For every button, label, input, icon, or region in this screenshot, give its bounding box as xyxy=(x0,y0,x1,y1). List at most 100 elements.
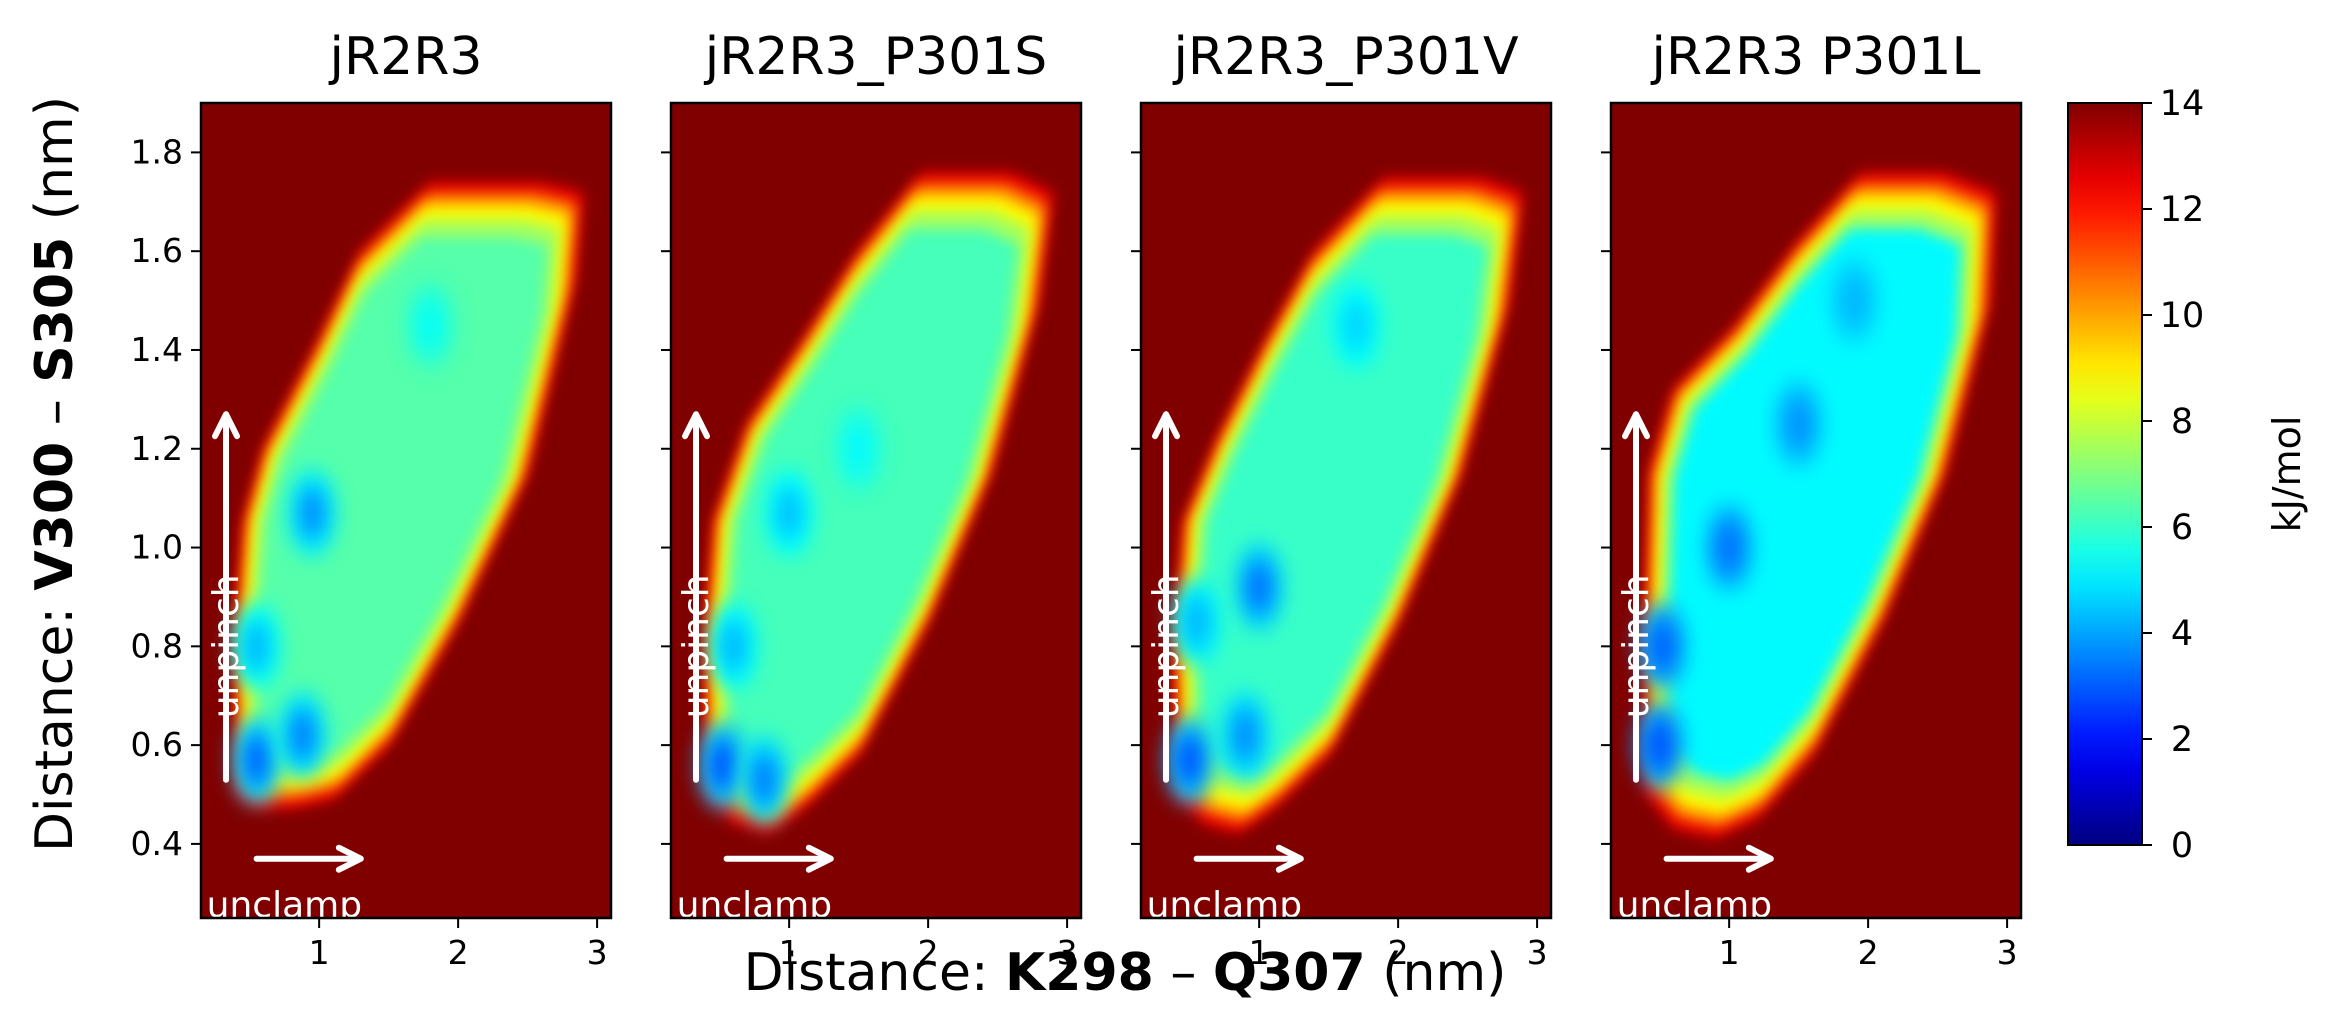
energy-minimum-5 xyxy=(1842,274,1867,327)
energy-minimum-1 xyxy=(710,738,735,791)
panel-title: jR2R3_P301S xyxy=(704,27,1048,87)
unclamp-arrow-head xyxy=(1275,844,1304,873)
y-tick-label: 1.2 xyxy=(131,429,183,468)
y-axis-label: Distance: V300 – S305 (nm) xyxy=(25,96,85,852)
y-tick-label: 0.6 xyxy=(131,725,183,764)
annotation-arrows: unclamp unpinch xyxy=(1616,411,1774,926)
unpinch-arrow-head xyxy=(212,411,241,440)
y-axis-label-residue-1: V300 xyxy=(25,442,85,591)
panel-title: jR2R3 P301L xyxy=(1651,27,1981,87)
energy-minimum-4 xyxy=(1786,398,1811,451)
energy-minimum-3 xyxy=(1247,561,1272,614)
unclamp-arrow-head xyxy=(335,844,364,873)
panel-3: unclamp unpinch 1 2 3 jR2R3_P301V xyxy=(1131,27,1553,972)
energy-minimum-5 xyxy=(1344,299,1369,352)
x-tick-label: 1 xyxy=(1249,933,1270,972)
y-tick-label: 1.0 xyxy=(131,528,183,567)
x-tick-label: 3 xyxy=(587,933,608,972)
x-axis-label-residue-2: Q307 xyxy=(1213,943,1366,1003)
energy-minimum-4 xyxy=(1184,595,1209,648)
colorbar-ticks: 0 2 4 6 8 10 12 14 xyxy=(2142,84,2204,866)
x-tick-label: 1 xyxy=(309,933,330,972)
unpinch-label: unpinch xyxy=(676,574,717,718)
axes-frame xyxy=(1139,101,1553,920)
heatmap-area xyxy=(1611,103,2021,918)
energy-minimum-3 xyxy=(1717,521,1742,574)
x-tick-label: 3 xyxy=(1997,933,2018,972)
y-tick-label: 1.8 xyxy=(131,132,183,171)
unclamp-label: unclamp xyxy=(677,885,832,926)
heatmap-area xyxy=(201,103,611,918)
unpinch-label: unpinch xyxy=(206,574,247,718)
x-axis-label-suffix: (nm) xyxy=(1366,943,1507,1003)
y-tick-label: 1.6 xyxy=(131,231,183,270)
y-axis-label-residue-2: S305 xyxy=(25,237,85,383)
x-axis-label: Distance: K298 – Q307 (nm) xyxy=(744,943,1507,1003)
unpinch-arrow-head xyxy=(1152,411,1181,440)
axes-frame xyxy=(1609,101,2023,920)
unclamp-arrow-head xyxy=(805,844,834,873)
unpinch-label: unpinch xyxy=(1616,574,1657,718)
y-axis-label-separator: – xyxy=(25,383,85,442)
unpinch-arrow-head xyxy=(1622,411,1651,440)
y-axis-label-suffix: (nm) xyxy=(25,96,85,237)
energy-minimum-1 xyxy=(244,733,269,786)
colorbar-tick-label: 10 xyxy=(2160,296,2205,336)
colorbar-tick-label: 14 xyxy=(2160,84,2205,124)
annotation-arrows: unclamp unpinch xyxy=(1146,411,1304,926)
colorbar-gradient xyxy=(2067,102,2143,846)
panel-title: jR2R3 xyxy=(329,27,483,87)
unpinch-arrow-head xyxy=(682,411,711,440)
y-axis-label-prefix: Distance: xyxy=(25,591,85,852)
x-tick-label: 1 xyxy=(1719,933,1740,972)
x-tick-label: 3 xyxy=(1527,933,1548,972)
colorbar-tick-label: 12 xyxy=(2160,190,2205,230)
colorbar: 0 2 4 6 8 10 12 14 kJ/mol xyxy=(2067,84,2309,866)
x-tick-label: 2 xyxy=(1388,933,1409,972)
energy-minimum-4 xyxy=(721,620,746,673)
heatmap-area xyxy=(671,103,1081,918)
unclamp-label: unclamp xyxy=(1617,885,1772,926)
annotation-arrows: unclamp unpinch xyxy=(676,411,834,926)
x-tick-label: 2 xyxy=(1858,933,1879,972)
annotation-arrows: unclamp unpinch xyxy=(206,411,364,926)
energy-minimum-3 xyxy=(777,486,802,539)
energy-minimum-5 xyxy=(418,299,443,352)
energy-minimum-3 xyxy=(300,486,325,539)
axes-frame xyxy=(199,101,613,920)
colorbar-tick-label: 2 xyxy=(2171,720,2193,760)
colorbar-tick-label: 4 xyxy=(2171,614,2193,654)
heatmap-panels: unclamp unpinch 1 2 3 0.4 0.6 0.8 1.0 1.2 1.4 1.6 1.… xyxy=(131,27,2023,972)
energy-minimum-1 xyxy=(1647,719,1672,772)
colorbar-tick-label: 6 xyxy=(2171,508,2193,548)
energy-minimum-2 xyxy=(1650,620,1675,673)
x-axis-label-residue-1: K298 xyxy=(1005,943,1154,1003)
energy-contour-5 xyxy=(257,237,549,758)
x-tick-label: 2 xyxy=(448,933,469,972)
axes-frame xyxy=(669,101,1083,920)
energy-contour-5 xyxy=(1198,233,1489,779)
panel-1: unclamp unpinch 1 2 3 0.4 0.6 0.8 1.0 1.2 1.4 1.6 1.… xyxy=(131,27,613,972)
x-tick-label: 3 xyxy=(1057,933,1078,972)
x-axis-label-separator: – xyxy=(1154,943,1213,1003)
energy-minimum-2 xyxy=(290,709,315,762)
energy-contour-5 xyxy=(728,229,1020,779)
colorbar-tick-label: 8 xyxy=(2171,402,2193,442)
colorbar-label: kJ/mol xyxy=(2265,416,2309,533)
energy-minimum-2 xyxy=(1233,709,1258,762)
energy-minimum-1 xyxy=(1177,733,1202,786)
x-axis-label-prefix: Distance: xyxy=(744,943,1005,1003)
heatmap-area xyxy=(1141,103,1551,918)
energy-minimum-5 xyxy=(846,422,871,475)
energy-minimum-2 xyxy=(752,753,777,806)
unclamp-label: unclamp xyxy=(1147,885,1302,926)
x-tick-label: 2 xyxy=(918,933,939,972)
unclamp-arrow-head xyxy=(1745,844,1774,873)
y-tick-label: 1.4 xyxy=(131,330,183,369)
unclamp-label: unclamp xyxy=(207,885,362,926)
energy-contour-5 xyxy=(1668,228,1962,782)
x-tick-label: 1 xyxy=(779,933,800,972)
energy-minimum-4 xyxy=(244,620,269,673)
colorbar-tick-label: 0 xyxy=(2171,826,2193,866)
